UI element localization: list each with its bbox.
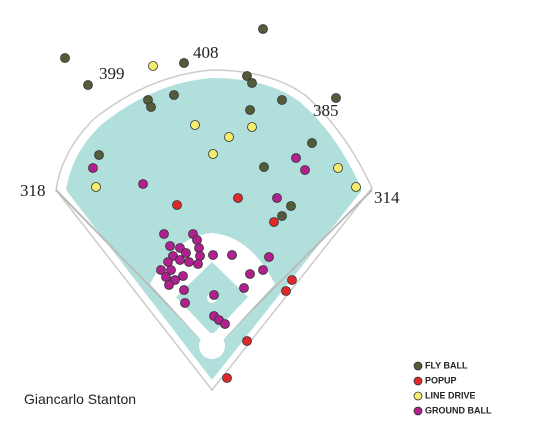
hit-point: [195, 251, 205, 261]
hit-point: [286, 201, 296, 211]
hit-point: [247, 78, 257, 88]
hit-point: [172, 200, 182, 210]
distance-label: 399: [99, 64, 125, 83]
hit-point: [208, 149, 218, 159]
hit-point: [264, 252, 274, 262]
hit-point: [169, 90, 179, 100]
hit-point: [291, 153, 301, 163]
hit-point: [351, 182, 361, 192]
hit-point: [192, 235, 202, 245]
hit-point: [258, 24, 268, 34]
hit-point: [194, 243, 204, 253]
hit-point: [233, 193, 243, 203]
hit-point: [300, 165, 310, 175]
hit-point: [148, 61, 158, 71]
field-outline: [55, 69, 373, 392]
hit-point: [258, 265, 268, 275]
hit-point: [239, 283, 249, 293]
legend-label: LINE DRIVE: [425, 390, 476, 400]
hit-point: [91, 182, 101, 192]
hit-point: [184, 257, 194, 267]
hit-point: [307, 138, 317, 148]
hit-point: [259, 162, 269, 172]
hit-point: [245, 269, 255, 279]
hit-point: [277, 211, 287, 221]
hit-point: [179, 285, 189, 295]
hit-point: [333, 163, 343, 173]
distance-label: 314: [374, 188, 400, 207]
hit-point: [175, 255, 185, 265]
legend-label: FLY BALL: [425, 360, 468, 370]
hit-point: [247, 122, 257, 132]
hit-point: [164, 280, 174, 290]
hit-point: [138, 179, 148, 189]
legend-label: GROUND BALL: [425, 405, 492, 415]
hit-point: [287, 275, 297, 285]
hit-point: [222, 373, 232, 383]
distance-label: 408: [193, 43, 219, 62]
hit-point: [190, 120, 200, 130]
hit-point: [272, 193, 282, 203]
hit-point: [60, 53, 70, 63]
hit-point: [281, 286, 291, 296]
hit-point: [220, 319, 230, 329]
legend-swatch: [413, 361, 423, 371]
hit-point: [178, 271, 188, 281]
chart-title: Giancarlo Stanton: [24, 391, 136, 407]
hit-point: [156, 265, 166, 275]
hit-point: [245, 105, 255, 115]
hit-point: [83, 80, 93, 90]
hit-point: [181, 248, 191, 258]
hit-point: [159, 229, 169, 239]
legend-swatch: [413, 376, 423, 386]
home-circle: [199, 333, 225, 359]
legend-swatch: [413, 391, 423, 401]
outfield-grass: [66, 78, 362, 380]
hit-point: [88, 163, 98, 173]
hit-point: [269, 217, 279, 227]
hit-point: [208, 250, 218, 260]
hit-point: [146, 102, 156, 112]
hit-point: [209, 290, 219, 300]
hit-point: [180, 298, 190, 308]
hit-point: [227, 250, 237, 260]
hit-point: [165, 241, 175, 251]
foul-line-right: [211, 189, 373, 351]
legend-label: POPUP: [425, 375, 457, 385]
hit-point: [94, 150, 104, 160]
distance-label: 385: [313, 101, 339, 120]
hit-point: [331, 93, 341, 103]
distance-label: 318: [20, 181, 46, 200]
hit-point: [193, 259, 203, 269]
hit-point: [242, 71, 252, 81]
hit-point: [224, 132, 234, 142]
hit-point: [179, 58, 189, 68]
hit-point: [242, 336, 252, 346]
legend-swatch: [413, 406, 423, 416]
hit-point: [277, 95, 287, 105]
hit-point: [166, 265, 176, 275]
